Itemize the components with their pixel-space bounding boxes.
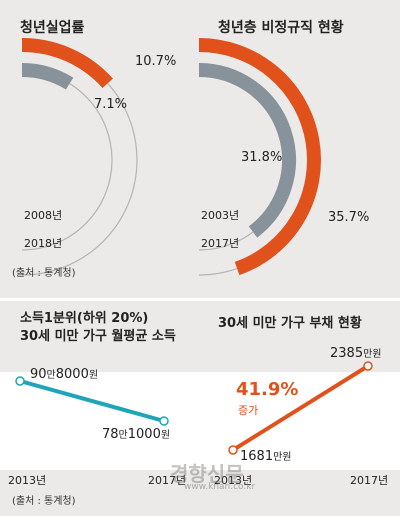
irregular-year-2017: 2017년 — [201, 237, 240, 250]
unemployment-bar-2018년 — [21, 38, 113, 89]
watermark-name: 경향신문 — [170, 462, 244, 486]
chart-title-income: 소득1분위(하위 20%) 30세 미만 가구 월평균 소득 — [20, 311, 176, 344]
irregular-bar-2003년 — [198, 63, 296, 238]
watermark-url: www.khan.co.kr — [184, 482, 256, 492]
debt-point-2013년 — [228, 445, 238, 455]
income-label-2017: 78만1000원 — [102, 427, 171, 442]
source-note-top: (출처 : 통계청) — [12, 268, 76, 279]
chart-title-irregular: 청년층 비정규직 현황 — [218, 20, 344, 36]
income-point-2017년 — [159, 416, 169, 426]
radial-charts — [21, 38, 321, 276]
chart-title-unemployment: 청년실업률 — [20, 20, 85, 36]
source-note-bottom: (출처 : 통계청) — [12, 496, 76, 507]
unemployment-value-2008: 7.1% — [94, 97, 128, 112]
irregular-value-2017: 35.7% — [328, 210, 370, 225]
unemployment-bar-2008년 — [21, 62, 74, 90]
unemployment-year-2018: 2018년 — [24, 237, 63, 250]
irregular-bar-2017년 — [198, 38, 321, 276]
irregular-value-2003: 31.8% — [241, 150, 283, 165]
income-label-2013: 90만8000원 — [30, 367, 99, 382]
panel-divider — [0, 298, 400, 301]
debt-label-2013: 1681만원 — [240, 449, 292, 464]
income-series-line — [19, 379, 165, 423]
debt-x-2013: 2013년 — [214, 474, 253, 487]
line-charts — [15, 361, 373, 455]
unemployment-year-2008: 2008년 — [24, 209, 63, 222]
debt-point-2017년 — [363, 361, 373, 371]
income-x-2017: 2017년 — [148, 474, 187, 487]
debt-label-2017: 2385만원 — [330, 346, 382, 361]
debt-series-line — [231, 364, 370, 452]
debt-x-2017: 2017년 — [350, 474, 389, 487]
debt-increase-value: 41.9% — [236, 379, 299, 400]
irregular-year-2003: 2003년 — [201, 209, 240, 222]
debt-increase-label: 증가 — [238, 404, 259, 417]
chart-title-debt: 30세 미만 가구 부채 현황 — [218, 316, 362, 331]
income-point-2013년 — [15, 376, 25, 386]
income-x-2013: 2013년 — [8, 474, 47, 487]
unemployment-value-2018: 10.7% — [135, 54, 177, 69]
